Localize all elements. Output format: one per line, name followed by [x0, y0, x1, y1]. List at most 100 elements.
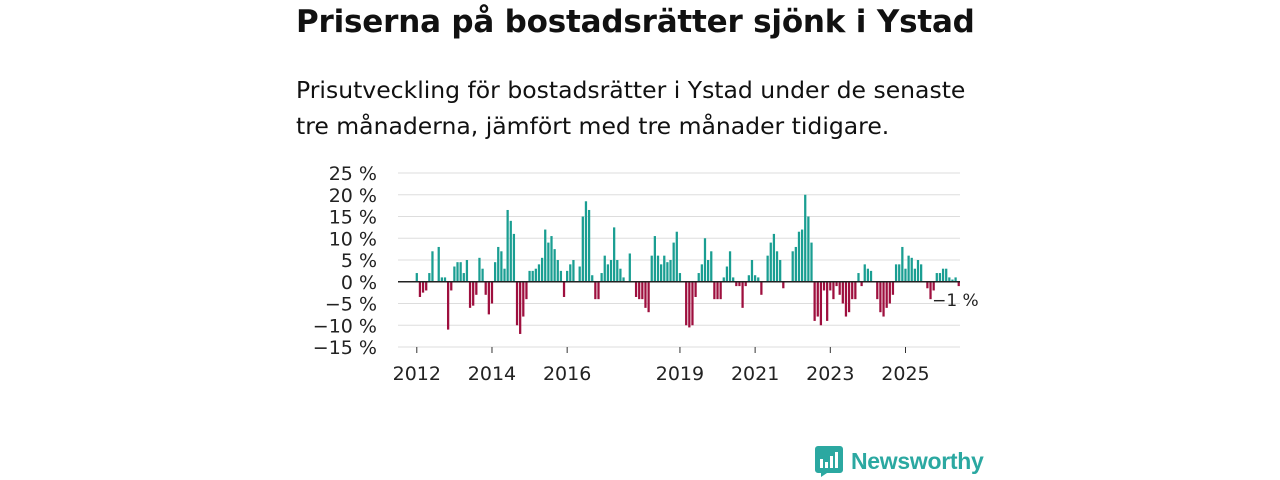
bar	[819, 281, 823, 326]
bar	[525, 281, 528, 300]
bar	[493, 262, 497, 282]
bar	[753, 275, 757, 282]
bar	[920, 264, 923, 282]
bar	[616, 260, 619, 282]
bar	[638, 281, 641, 300]
bar	[813, 281, 816, 321]
bar	[622, 277, 625, 282]
y-tick-label: −5 %	[325, 294, 377, 316]
bar	[522, 281, 525, 317]
bar	[566, 270, 569, 282]
bar	[421, 281, 425, 293]
bar	[619, 268, 622, 282]
newsworthy-logo-icon	[815, 446, 843, 477]
bar	[553, 249, 556, 282]
bar	[691, 281, 694, 326]
bar	[487, 281, 490, 315]
bar	[591, 275, 594, 282]
bar	[540, 257, 544, 282]
bar	[744, 281, 747, 287]
x-tick-label: 2012	[393, 363, 441, 385]
bar	[841, 281, 844, 304]
bar	[804, 194, 807, 282]
bar	[456, 262, 459, 282]
bar	[459, 262, 462, 282]
bar	[569, 264, 572, 282]
bar	[832, 281, 835, 300]
axes: 25 %20 %15 %10 %5 %0 %−5 %−10 %−15 % 2012…	[313, 163, 979, 385]
bar	[935, 273, 938, 282]
y-tick-label: 20 %	[329, 185, 377, 207]
bar	[901, 246, 904, 282]
bar	[531, 270, 534, 282]
bar	[509, 220, 512, 282]
bar	[559, 270, 563, 282]
bar	[597, 281, 600, 300]
bar	[951, 279, 954, 282]
bar	[916, 260, 920, 282]
bar	[757, 277, 760, 282]
bar	[738, 281, 741, 287]
bar	[650, 255, 653, 282]
bar	[941, 268, 945, 282]
bar	[719, 281, 722, 300]
bar	[556, 260, 559, 282]
bar	[844, 281, 848, 317]
bar	[515, 281, 519, 326]
bar	[847, 281, 851, 313]
bar	[826, 281, 829, 321]
bar	[913, 268, 916, 282]
bar	[572, 260, 575, 282]
bar	[534, 268, 537, 282]
bar	[838, 281, 841, 295]
bar	[613, 227, 616, 282]
bar	[732, 277, 735, 282]
grid-lines	[398, 172, 960, 348]
bar	[728, 251, 732, 282]
bar	[810, 242, 813, 282]
y-tick-label: −15 %	[313, 337, 377, 359]
chart-title: Priserna på bostadsrätter sjönk i Ystad	[296, 4, 975, 40]
bar	[587, 209, 591, 282]
bar	[453, 266, 456, 282]
bar	[512, 233, 516, 282]
bar	[678, 273, 682, 282]
bar	[578, 266, 581, 282]
bar	[685, 281, 688, 326]
bar	[869, 270, 873, 282]
x-tick-label: 2023	[806, 363, 854, 385]
bar	[666, 262, 669, 282]
bar	[907, 255, 910, 282]
y-tick-label: −10 %	[313, 315, 377, 337]
bar	[769, 242, 772, 282]
bar	[697, 273, 700, 282]
bar	[431, 251, 434, 282]
bar	[706, 260, 710, 282]
bar	[945, 268, 948, 282]
bar	[851, 281, 854, 300]
bar	[606, 264, 610, 282]
bar	[747, 275, 750, 282]
bar	[500, 251, 503, 282]
bar	[581, 216, 584, 282]
bar	[710, 251, 713, 282]
bar	[910, 257, 913, 282]
bar	[528, 270, 531, 282]
bar	[660, 264, 663, 282]
bar	[750, 260, 754, 282]
bar	[822, 281, 826, 291]
bar	[775, 251, 779, 282]
bar	[428, 273, 431, 282]
x-tick-label: 2014	[468, 363, 516, 385]
bar	[450, 281, 453, 291]
bar	[954, 277, 957, 282]
bar	[860, 281, 863, 287]
bar	[766, 255, 769, 282]
bar	[725, 266, 729, 282]
bar	[519, 281, 522, 334]
bar	[829, 281, 832, 291]
bar	[663, 255, 666, 282]
bar	[481, 268, 484, 282]
bar	[957, 281, 960, 287]
bar	[415, 273, 418, 282]
